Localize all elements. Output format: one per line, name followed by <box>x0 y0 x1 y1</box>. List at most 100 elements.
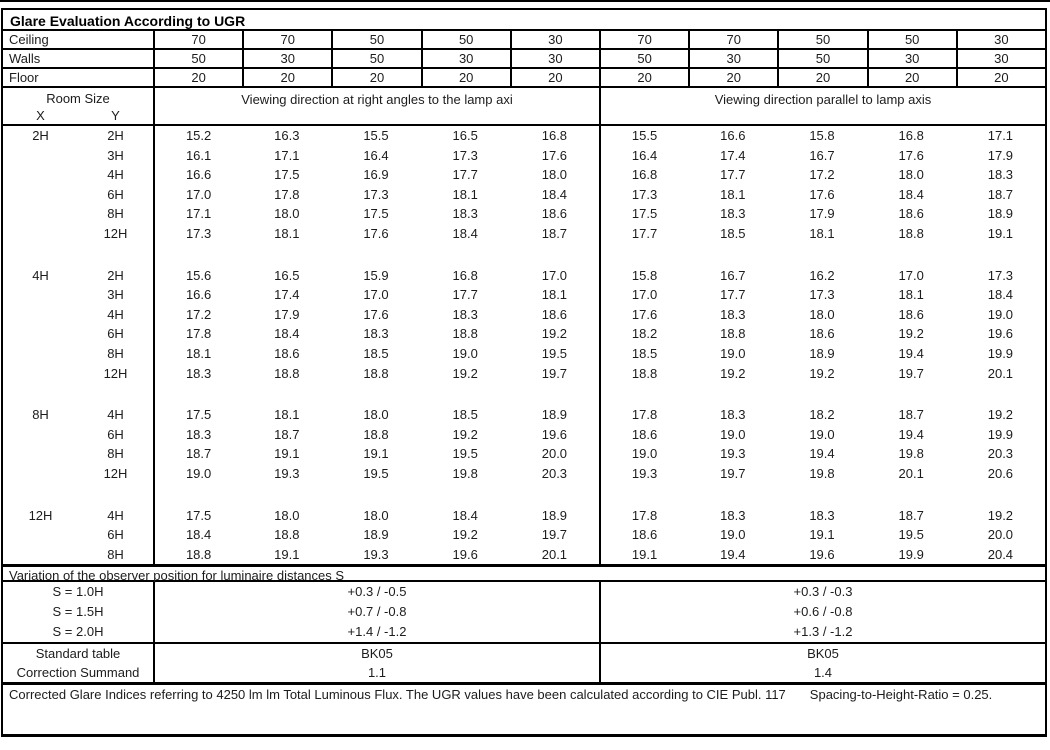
ugr-row: 12H 19.0 19.3 19.5 19.8 20.3 19.3 19.7 19.8 20.1 2… <box>3 463 1045 484</box>
ugr-value: 18.3 <box>452 206 478 222</box>
ugr-value: 18.3 <box>363 326 389 342</box>
spacer-cell <box>599 383 1045 406</box>
ugr-value: 18.1 <box>541 287 568 303</box>
ugr-value: 18.8 <box>153 544 242 565</box>
ugr-value: 19.7 <box>898 365 924 381</box>
parallel-group-header: Viewing direction parallel to lamp axis <box>599 88 1045 125</box>
room-x-value <box>3 324 78 344</box>
ugr-value: 19.2 <box>987 407 1014 423</box>
room-y-value: 8H <box>107 206 124 222</box>
ugr-value: 17.3 <box>153 223 242 244</box>
ugr-row: 3H 16.6 17.4 17.0 17.7 18.1 17.0 17.7 17.3 18.1 18… <box>3 285 1045 305</box>
ugr-value: 17.3 <box>809 287 835 303</box>
footer-note-text: Corrected Glare Indices referring to 425… <box>9 687 786 703</box>
ugr-value: 18.0 <box>898 167 924 183</box>
ugr-value: 19.6 <box>452 546 478 562</box>
ugr-row: 12H 4H 17.5 18.0 18.0 18.4 18.9 17.8 18.3 18.3 18.… <box>3 505 1045 526</box>
ugr-row: 6H 17.8 18.4 18.3 18.8 19.2 18.2 18.8 18.6 19.2 19… <box>3 324 1045 344</box>
ugr-value: 19.9 <box>987 345 1014 361</box>
ugr-value: 19.3 <box>274 465 300 481</box>
ugr-value: 18.5 <box>598 343 688 364</box>
ugr-value: 18.9 <box>541 507 568 523</box>
ugr-value: 18.2 <box>598 324 688 344</box>
room-y-value: 8H <box>107 546 124 562</box>
ugr-value: 18.1 <box>809 225 835 241</box>
spacer-cell <box>3 484 153 506</box>
ugr-row: 4H 17.2 17.9 17.6 18.3 18.6 17.6 18.3 18.0 18.6 19… <box>3 304 1045 325</box>
room-x-value: 8H <box>32 407 49 423</box>
ugr-row: 8H 17.1 18.0 17.5 18.3 18.6 17.5 18.3 17.9 18.6 18… <box>3 204 1045 224</box>
ugr-value: 18.5 <box>452 407 478 423</box>
summary-label: Standard table <box>35 646 121 662</box>
ugr-value: 17.6 <box>363 225 389 241</box>
ugr-value: 18.0 <box>541 167 568 183</box>
variation-value-parallel: +1.3 / -1.2 <box>599 622 1045 643</box>
room-y-value: 12H <box>103 365 128 381</box>
ugr-value: 20.0 <box>541 446 568 462</box>
ugr-value: 17.5 <box>153 405 242 425</box>
ugr-value: 16.7 <box>720 267 746 283</box>
ugr-value: 19.6 <box>987 326 1014 342</box>
ugr-value: 20.4 <box>987 546 1014 562</box>
ugr-value: 20.6 <box>987 465 1014 481</box>
ugr-value: 19.0 <box>153 463 242 484</box>
spacer-cell <box>3 383 153 405</box>
room-y-value: 8H <box>107 345 124 361</box>
ugr-row: 3H 16.1 17.1 16.4 17.3 17.6 16.4 17.4 16.7 17.6 17… <box>3 145 1045 166</box>
ugr-value: 15.2 <box>153 126 242 146</box>
reflectance-value: 70 <box>153 31 242 48</box>
ugr-value: 19.2 <box>809 365 835 381</box>
ugr-value: 19.4 <box>720 546 746 562</box>
room-x-value <box>3 545 78 565</box>
ugr-value: 19.0 <box>452 345 478 361</box>
ugr-value: 16.8 <box>898 128 924 143</box>
ugr-spacer-row <box>3 243 1045 266</box>
ugr-value: 18.3 <box>987 167 1014 183</box>
room-y-value: 4H <box>107 306 124 322</box>
ugr-value: 20.1 <box>987 365 1014 381</box>
ugr-value: 19.6 <box>541 426 568 442</box>
ugr-value: 16.4 <box>363 147 389 163</box>
room-x-value <box>3 425 78 445</box>
reflectance-value: 20 <box>955 69 1045 86</box>
ugr-row: 6H 17.0 17.8 17.3 18.1 18.4 17.3 18.1 17.6 18.4 18… <box>3 184 1045 205</box>
ugr-value: 18.0 <box>363 507 389 523</box>
ugr-value: 18.4 <box>987 287 1014 303</box>
reflectance-value: 30 <box>688 50 777 67</box>
ugr-row: 4H 2H 15.6 16.5 15.9 16.8 17.0 15.8 16.7 16.2 17.0… <box>3 265 1045 286</box>
ugr-value: 15.6 <box>153 265 242 286</box>
reflectance-value: 50 <box>777 31 866 48</box>
room-x-value <box>3 146 78 166</box>
glare-evaluation-table: Glare Evaluation According to UGR Ceilin… <box>1 8 1047 738</box>
reflectance-value: 30 <box>242 50 331 67</box>
ugr-value: 19.7 <box>541 527 568 543</box>
ugr-value: 19.5 <box>898 527 924 543</box>
ugr-value: 18.7 <box>541 225 568 241</box>
ugr-value: 15.9 <box>363 267 389 283</box>
ugr-value: 19.0 <box>720 426 746 442</box>
reflectance-value: 70 <box>688 31 777 48</box>
ugr-value: 17.2 <box>153 304 242 325</box>
room-y-value: 2H <box>107 128 124 143</box>
ugr-value: 20.0 <box>987 527 1014 543</box>
y-axis-label: Y <box>111 108 120 123</box>
ugr-value: 17.6 <box>541 147 568 163</box>
footer-note: Corrected Glare Indices referring to 425… <box>3 685 1045 734</box>
ugr-value: 17.4 <box>720 147 746 163</box>
room-x-value: 12H <box>28 507 53 523</box>
xy-labels: X Y <box>3 108 153 125</box>
spacer-cell <box>599 483 1045 506</box>
ugr-value: 19.3 <box>598 463 688 484</box>
ugr-value: 19.3 <box>720 446 746 462</box>
ugr-value: 17.8 <box>598 505 688 526</box>
reflectance-value: 20 <box>688 69 777 86</box>
ugr-value: 18.4 <box>541 186 568 202</box>
ugr-value: 19.4 <box>809 446 835 462</box>
ugr-value: 17.2 <box>809 167 835 183</box>
reflectance-value: 20 <box>420 69 510 86</box>
summary-value-right-angle: BK05 <box>153 644 599 664</box>
room-y-value: 4H <box>107 507 124 523</box>
ugr-value: 18.3 <box>153 424 242 445</box>
ugr-value: 17.6 <box>363 306 389 322</box>
room-y-value: 6H <box>107 326 124 342</box>
